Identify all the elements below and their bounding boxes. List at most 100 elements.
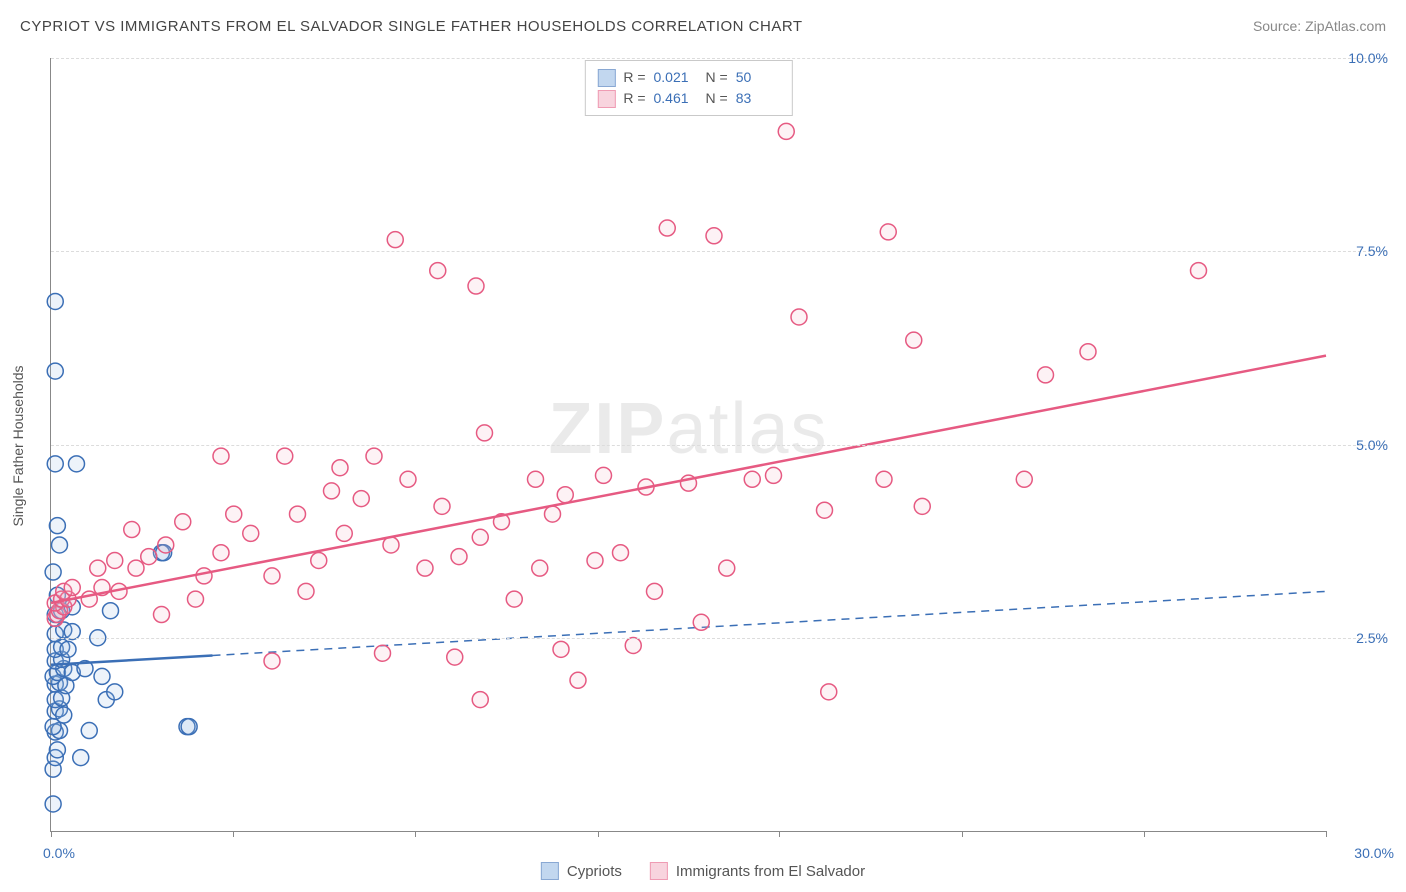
data-point — [298, 583, 314, 599]
data-point — [821, 684, 837, 700]
data-point — [49, 518, 65, 534]
stats-row: R =0.461N =83 — [597, 88, 779, 109]
data-point — [647, 583, 663, 599]
data-point — [213, 545, 229, 561]
x-tick-mark — [1144, 831, 1145, 837]
data-point — [400, 471, 416, 487]
data-point — [243, 525, 259, 541]
data-point — [107, 684, 123, 700]
data-point — [141, 549, 157, 565]
data-point — [188, 591, 204, 607]
data-point — [1191, 263, 1207, 279]
data-point — [94, 668, 110, 684]
data-point — [906, 332, 922, 348]
data-point — [128, 560, 144, 576]
data-point — [332, 460, 348, 476]
data-point — [60, 641, 76, 657]
x-tick-label: 0.0% — [43, 845, 75, 861]
data-point — [196, 568, 212, 584]
data-point — [545, 506, 561, 522]
data-point — [719, 560, 735, 576]
data-point — [47, 293, 63, 309]
y-tick-label: 2.5% — [1356, 630, 1388, 646]
stat-n-value: 50 — [736, 67, 780, 88]
y-tick-label: 7.5% — [1356, 243, 1388, 259]
data-point — [175, 514, 191, 530]
data-point — [430, 263, 446, 279]
data-point — [366, 448, 382, 464]
data-point — [417, 560, 433, 576]
gridline — [51, 58, 1386, 59]
x-tick-label: 30.0% — [1354, 845, 1394, 861]
data-point — [56, 707, 72, 723]
data-point — [876, 471, 892, 487]
data-point — [353, 491, 369, 507]
data-point — [158, 537, 174, 553]
data-point — [47, 456, 63, 472]
legend-label: Cypriots — [567, 863, 622, 880]
data-point — [778, 123, 794, 139]
stat-r-value: 0.021 — [654, 67, 698, 88]
data-point — [1080, 344, 1096, 360]
data-point — [532, 560, 548, 576]
y-tick-label: 10.0% — [1348, 50, 1388, 66]
data-point — [1016, 471, 1032, 487]
data-point — [557, 487, 573, 503]
data-point — [434, 498, 450, 514]
stat-r-label: R = — [623, 88, 645, 109]
x-tick-mark — [51, 831, 52, 837]
data-point — [553, 641, 569, 657]
data-point — [528, 471, 544, 487]
source-attribution: Source: ZipAtlas.com — [1253, 18, 1386, 34]
data-point — [570, 672, 586, 688]
data-point — [744, 471, 760, 487]
data-point — [124, 522, 140, 538]
data-point — [90, 560, 106, 576]
data-point — [447, 649, 463, 665]
data-point — [472, 692, 488, 708]
x-tick-mark — [415, 831, 416, 837]
data-point — [107, 552, 123, 568]
data-point — [154, 607, 170, 623]
legend-swatch — [541, 862, 559, 880]
x-tick-mark — [779, 831, 780, 837]
data-point — [64, 580, 80, 596]
data-point — [659, 220, 675, 236]
y-tick-label: 5.0% — [1356, 437, 1388, 453]
data-point — [625, 637, 641, 653]
data-point — [226, 506, 242, 522]
data-point — [451, 549, 467, 565]
data-point — [383, 537, 399, 553]
data-point — [387, 232, 403, 248]
data-point — [81, 723, 97, 739]
legend-item: Cypriots — [541, 862, 622, 880]
data-point — [324, 483, 340, 499]
data-point — [45, 564, 61, 580]
stats-legend: R = 0.021 N = 50R =0.461N =83 — [584, 60, 792, 116]
data-point — [264, 653, 280, 669]
gridline — [51, 251, 1386, 252]
x-tick-mark — [233, 831, 234, 837]
page-title: CYPRIOT VS IMMIGRANTS FROM EL SALVADOR S… — [20, 18, 803, 35]
stat-r-label: R = — [623, 67, 645, 88]
stat-n-label: N = — [706, 67, 728, 88]
data-point — [468, 278, 484, 294]
data-point — [277, 448, 293, 464]
data-point — [706, 228, 722, 244]
y-axis-label: Single Father Households — [10, 365, 26, 526]
data-point — [587, 552, 603, 568]
data-point — [103, 603, 119, 619]
bottom-legend: Cypriots Immigrants from El Salvador — [541, 862, 865, 880]
legend-label: Immigrants from El Salvador — [676, 863, 865, 880]
legend-item: Immigrants from El Salvador — [650, 862, 865, 880]
data-point — [45, 796, 61, 812]
data-point — [49, 742, 65, 758]
x-tick-mark — [1326, 831, 1327, 837]
gridline — [51, 445, 1386, 446]
x-tick-mark — [598, 831, 599, 837]
data-point — [477, 425, 493, 441]
stats-row: R = 0.021 N = 50 — [597, 67, 779, 88]
data-point — [791, 309, 807, 325]
data-point — [506, 591, 522, 607]
legend-swatch — [597, 90, 615, 108]
